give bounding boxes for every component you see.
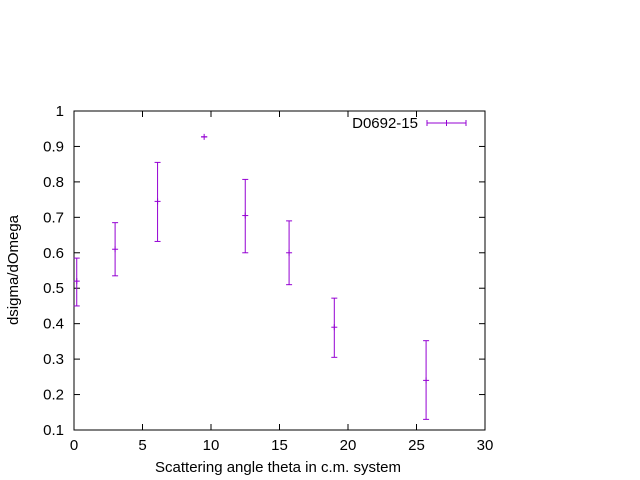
data-point (286, 220, 293, 286)
x-axis-label: Scattering angle theta in c.m. system (155, 459, 401, 476)
x-tick-label: 5 (138, 437, 146, 454)
x-tick-label: 20 (340, 437, 357, 454)
data-point (423, 340, 430, 420)
y-axis-label: dsigma/dOmega (5, 214, 22, 325)
data-point (242, 178, 249, 254)
x-tick-label: 30 (477, 437, 494, 454)
plot-frame (73, 110, 486, 431)
data-marks (73, 133, 430, 420)
data-point (73, 257, 80, 307)
data-point (201, 133, 208, 140)
legend-label: D0692-15 (352, 115, 418, 132)
y-tick-label: 0.7 (43, 209, 64, 226)
y-tick-label: 0.6 (43, 245, 64, 262)
x-tick-label: 25 (408, 437, 425, 454)
x-tick-label: 10 (203, 437, 220, 454)
y-tick-label: 1 (56, 103, 64, 120)
y-tick-label: 0.8 (43, 174, 64, 191)
y-tick-label: 0.2 (43, 387, 64, 404)
y-tick-label: 0.1 (43, 422, 64, 439)
data-point (154, 161, 161, 242)
legend: D0692-15 (352, 115, 467, 132)
y-tick-label: 0.9 (43, 138, 64, 155)
data-point (112, 222, 119, 277)
y-tick-label: 0.4 (43, 316, 64, 333)
axes: 0 5 10 15 20 25 30 0.1 0.2 0.3 0.4 0.5 0.6 0.7 0.8 0.9 1 (43, 103, 493, 454)
y-tick-label: 0.5 (43, 280, 64, 297)
x-tick-label: 0 (70, 437, 78, 454)
data-point (331, 297, 338, 358)
y-tick-label: 0.3 (43, 351, 64, 368)
x-tick-label: 15 (271, 437, 288, 454)
